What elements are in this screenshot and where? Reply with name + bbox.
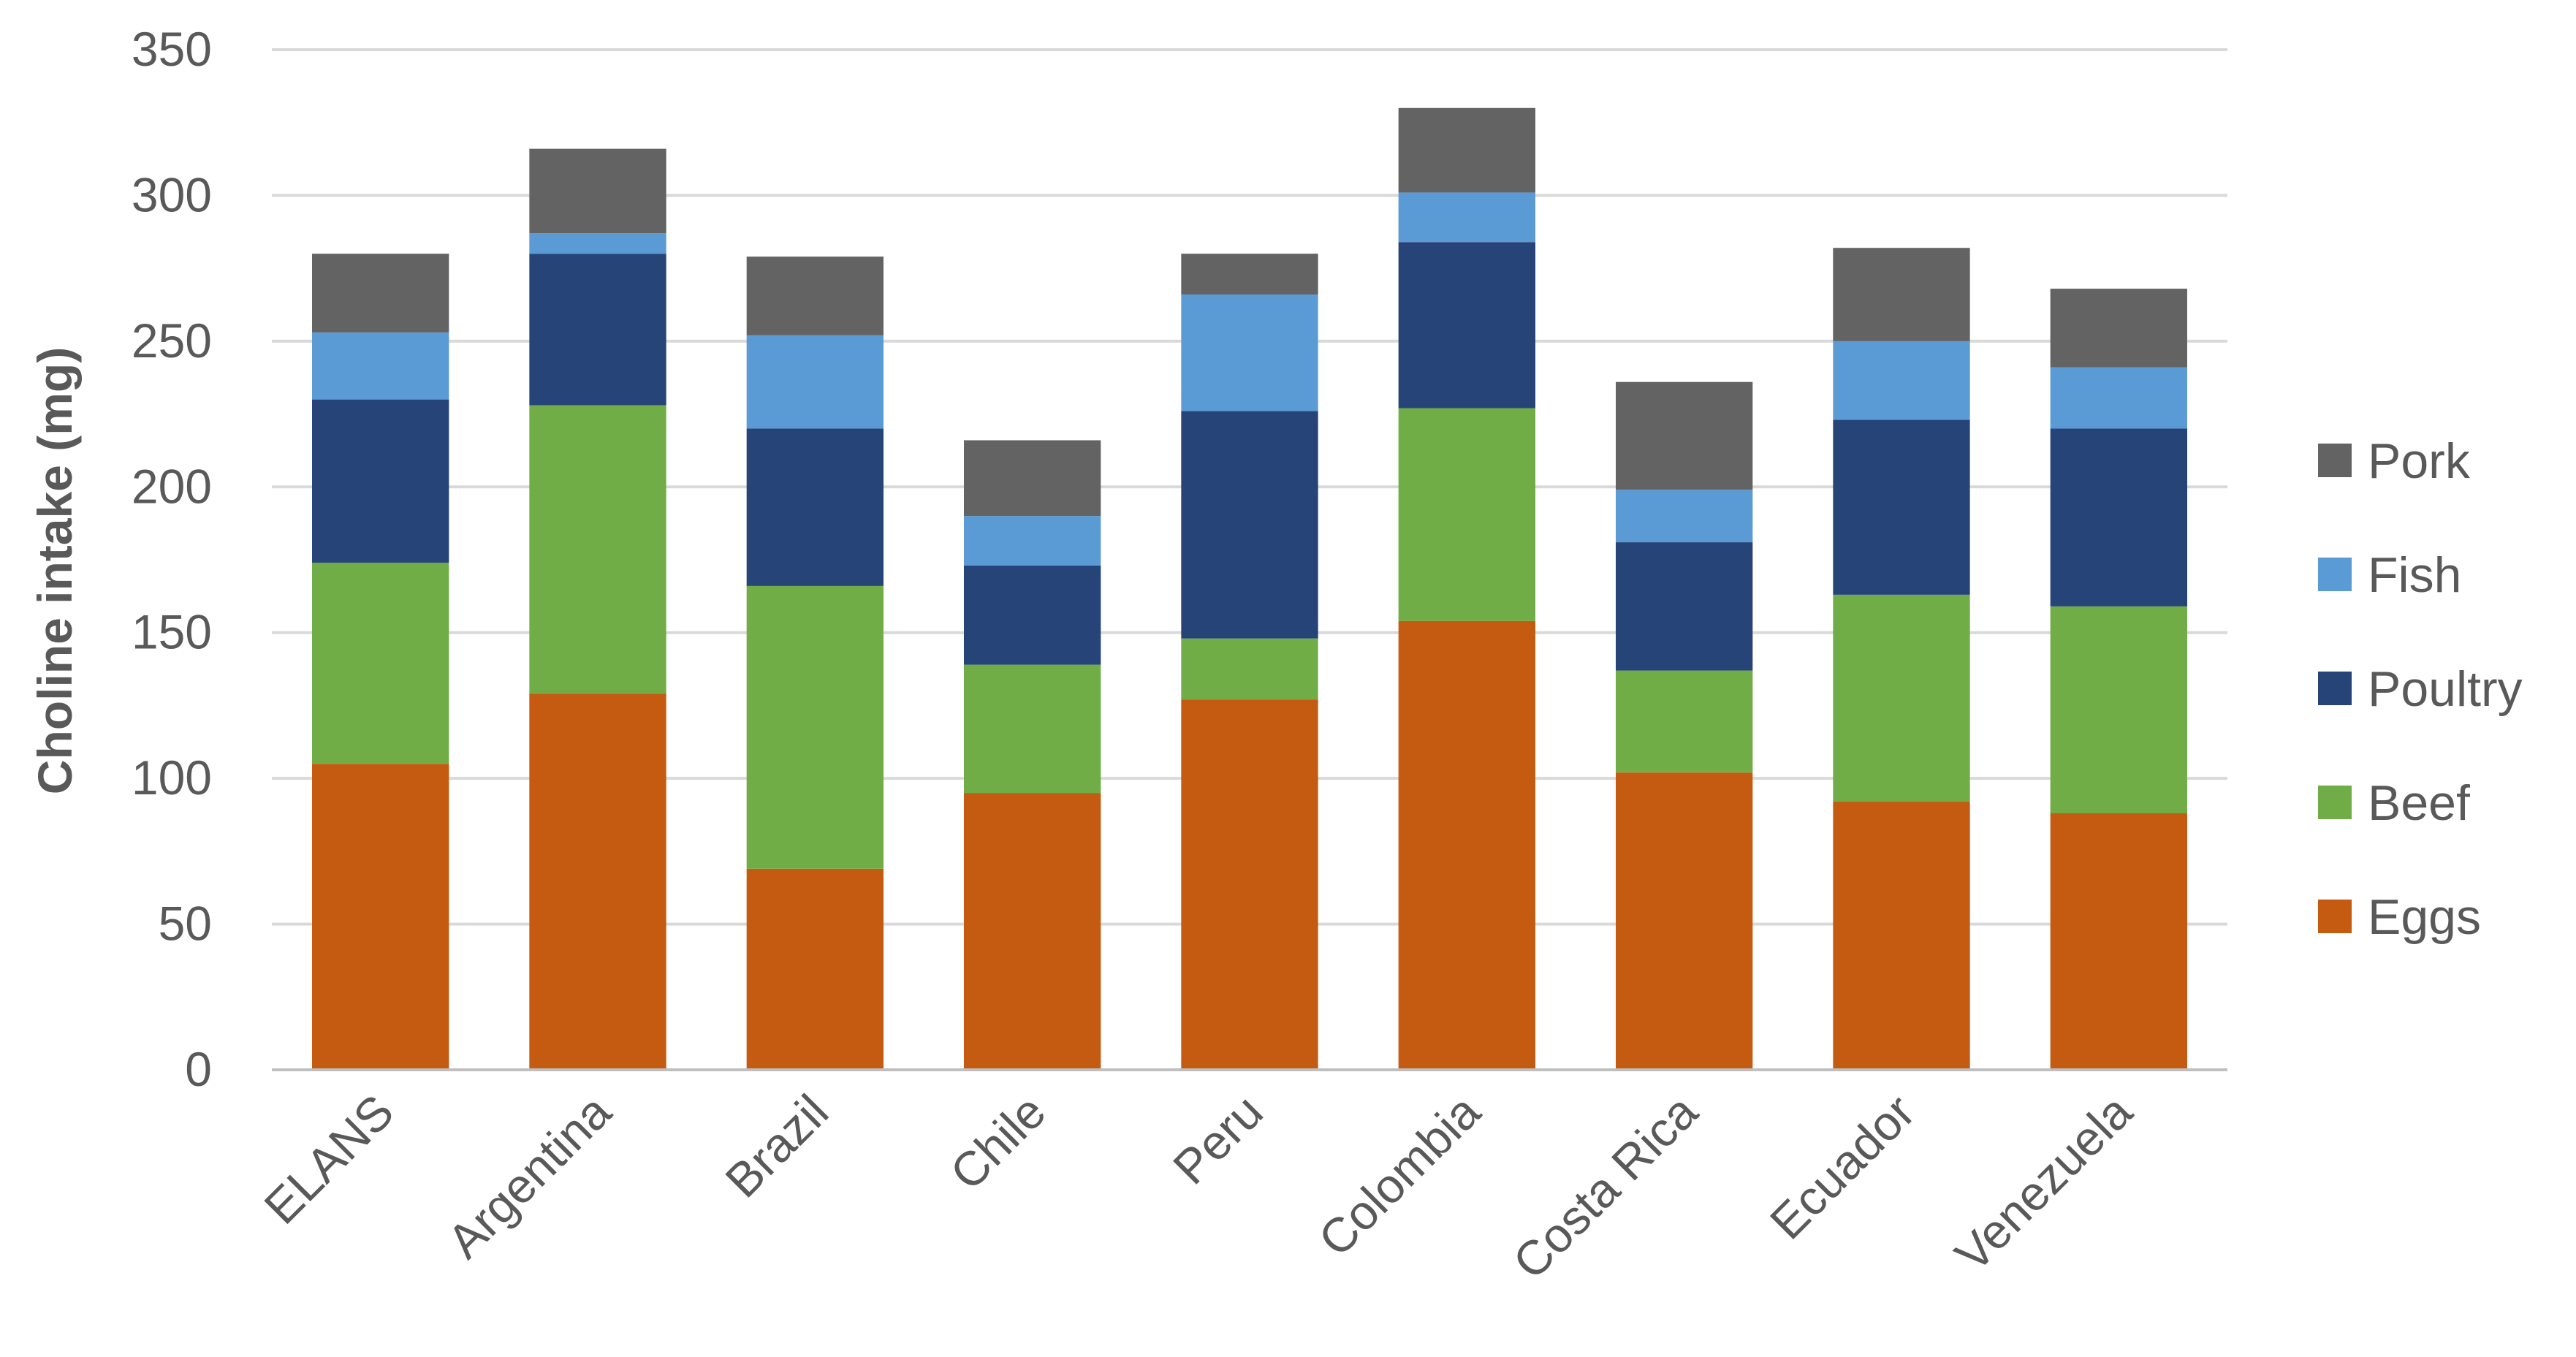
bar-fish-venezuela — [2050, 367, 2187, 429]
bar-poultry-colombia — [1398, 242, 1535, 408]
bar-beef-ecuador — [1833, 594, 1970, 802]
bar-beef-venezuela — [2050, 606, 2187, 814]
y-tick-label: 200 — [132, 459, 212, 513]
bar-fish-ecuador — [1833, 341, 1970, 420]
x-tick-label: Peru — [1163, 1084, 1273, 1195]
legend-label-poultry: Poultry — [2368, 661, 2523, 717]
bar-beef-argentina — [529, 405, 666, 694]
x-axis-ticks: ELANS Argentina Brazil Chile Peru Colombia Cos… — [254, 1084, 2142, 1289]
bar-eggs-ecuador — [1833, 802, 1970, 1070]
y-tick-label: 150 — [132, 605, 212, 659]
bar-eggs-elans — [312, 764, 449, 1070]
legend-label-fish: Fish — [2368, 547, 2461, 603]
bar-fish-colombia — [1398, 192, 1535, 243]
legend: Pork Fish Poultry Beef Eggs — [2318, 433, 2523, 945]
x-tick-label: ELANS — [254, 1084, 403, 1234]
bar-poultry-chile — [964, 565, 1101, 665]
bar-poultry-brazil — [746, 428, 884, 586]
bar-beef-brazil — [746, 585, 884, 869]
bar-poultry-costa-rica — [1616, 542, 1753, 671]
bar-fish-peru — [1181, 294, 1318, 411]
bar-beef-colombia — [1398, 408, 1535, 621]
bars — [312, 107, 2187, 1070]
bar-eggs-chile — [964, 793, 1101, 1070]
bar-eggs-venezuela — [2050, 813, 2187, 1070]
bar-poultry-ecuador — [1833, 419, 1970, 595]
bar-pork-costa-rica — [1616, 381, 1753, 490]
bar-eggs-brazil — [746, 868, 884, 1070]
y-tick-label: 350 — [132, 22, 212, 76]
legend-swatch-beef — [2318, 786, 2352, 819]
bar-eggs-costa-rica — [1616, 772, 1753, 1070]
y-tick-label: 250 — [132, 313, 212, 368]
x-tick-label: Venezuela — [1945, 1084, 2143, 1282]
bar-pork-brazil — [746, 256, 884, 335]
bar-pork-chile — [964, 440, 1101, 517]
y-axis-ticks: 0 50 100 150 200 250 300 350 — [132, 22, 212, 1096]
legend-swatch-fish — [2318, 558, 2352, 591]
y-tick-label: 300 — [132, 167, 212, 221]
x-tick-label: Argentina — [437, 1084, 621, 1268]
x-tick-label: Brazil — [715, 1084, 838, 1208]
bar-poultry-argentina — [529, 254, 666, 406]
bar-beef-chile — [964, 664, 1101, 794]
bar-pork-ecuador — [1833, 248, 1970, 341]
bar-beef-peru — [1181, 638, 1318, 700]
bar-pork-argentina — [529, 148, 666, 234]
x-tick-label: Chile — [940, 1084, 1056, 1201]
x-tick-label: Colombia — [1308, 1084, 1491, 1266]
y-tick-label: 100 — [132, 750, 212, 805]
bar-eggs-peru — [1181, 699, 1318, 1070]
legend-label-eggs: Eggs — [2368, 889, 2481, 945]
bar-fish-argentina — [529, 233, 666, 254]
bar-poultry-venezuela — [2050, 428, 2187, 607]
bar-eggs-argentina — [529, 693, 666, 1070]
bar-pork-elans — [312, 254, 449, 332]
bar-pork-venezuela — [2050, 289, 2187, 368]
legend-swatch-eggs — [2318, 900, 2352, 933]
y-tick-label: 0 — [185, 1042, 212, 1096]
legend-label-beef: Beef — [2368, 775, 2470, 831]
bar-poultry-peru — [1181, 411, 1318, 639]
bar-fish-costa-rica — [1616, 490, 1753, 543]
bar-pork-colombia — [1398, 107, 1535, 193]
x-tick-label: Costa Rica — [1502, 1084, 1708, 1289]
bar-fish-chile — [964, 516, 1101, 566]
legend-swatch-pork — [2318, 444, 2352, 477]
bar-beef-elans — [312, 562, 449, 764]
legend-label-pork: Pork — [2368, 433, 2471, 489]
y-axis-title: Choline intake (mg) — [28, 347, 82, 794]
bar-beef-costa-rica — [1616, 670, 1753, 773]
legend-swatch-poultry — [2318, 672, 2352, 705]
bar-fish-elans — [312, 332, 449, 400]
x-tick-label: Ecuador — [1760, 1084, 1925, 1250]
bar-fish-brazil — [746, 335, 884, 429]
bar-pork-peru — [1181, 254, 1318, 295]
y-tick-label: 50 — [159, 897, 212, 951]
bar-eggs-colombia — [1398, 620, 1535, 1070]
bar-poultry-elans — [312, 399, 449, 563]
